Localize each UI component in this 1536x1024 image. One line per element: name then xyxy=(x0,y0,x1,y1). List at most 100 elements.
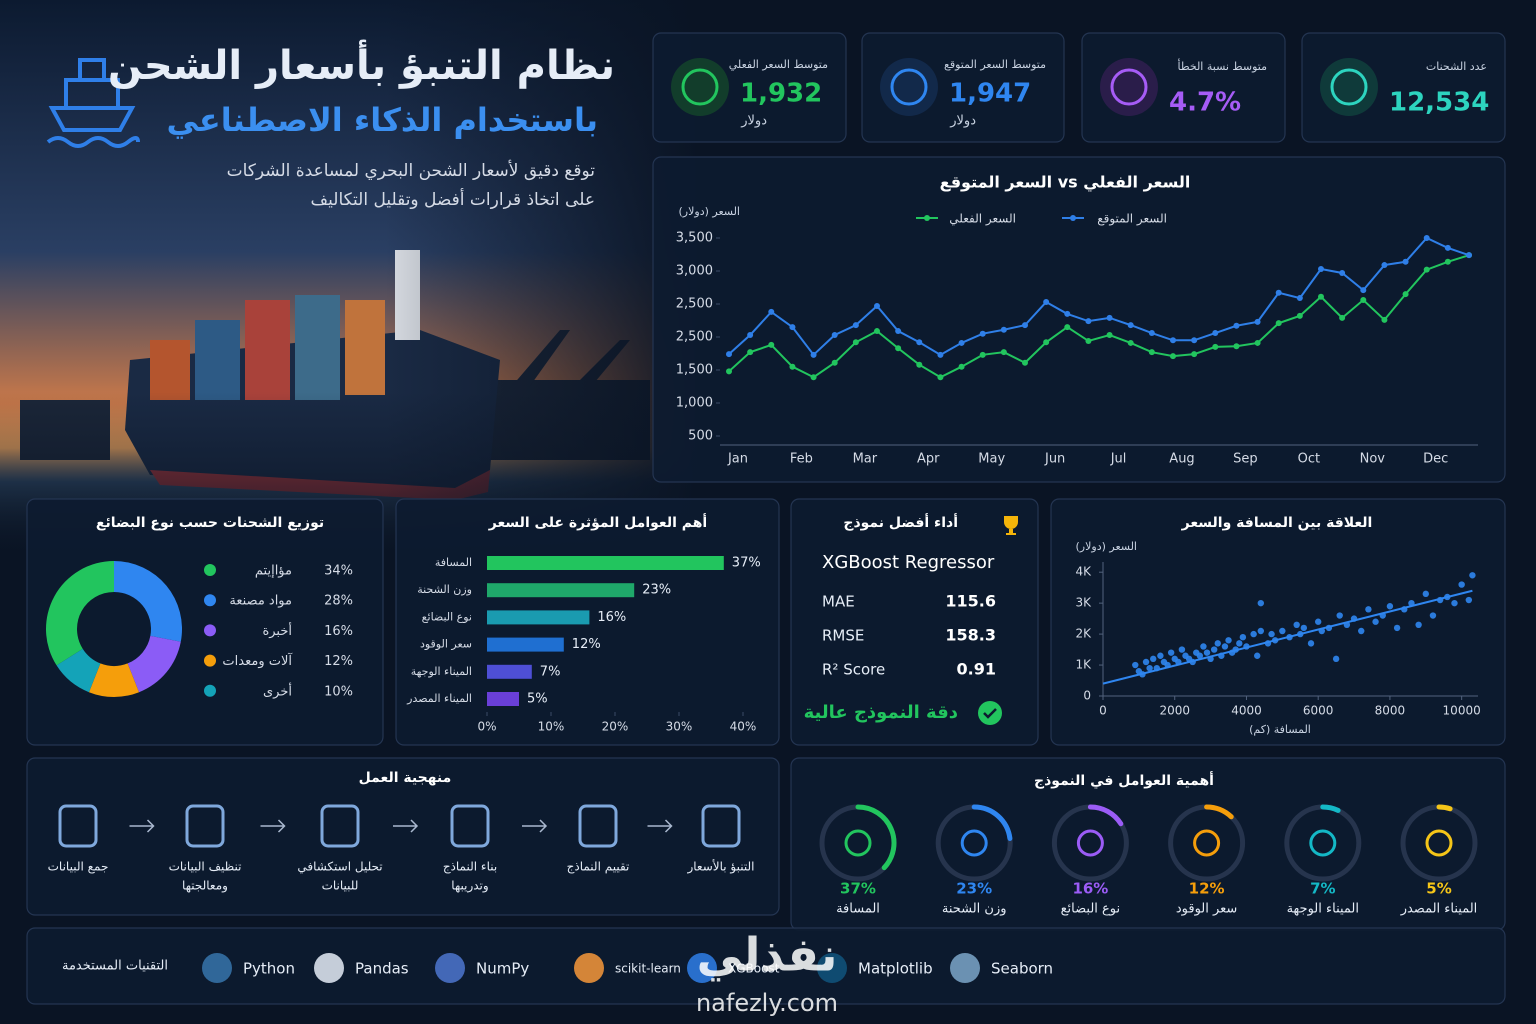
step-label: بناء النماذج xyxy=(443,860,497,874)
value-label: 12% xyxy=(572,637,601,652)
trend-line xyxy=(1102,589,1473,685)
logo-ship-icon xyxy=(46,58,140,148)
step-icon xyxy=(185,804,225,848)
scatter-point xyxy=(1458,581,1465,588)
x-tick-label: Jun xyxy=(1044,452,1065,467)
gauge-arc xyxy=(1320,804,1341,813)
scatter-point xyxy=(1372,618,1379,625)
legend-swatch xyxy=(204,684,216,697)
tech-name: Python xyxy=(243,960,295,978)
value-label: 12% xyxy=(324,654,353,669)
gauge-label: المسافة xyxy=(836,902,880,917)
scatter-point xyxy=(1167,649,1175,656)
y-tick-label: نوع البضائع xyxy=(422,610,472,623)
series-point xyxy=(747,332,754,339)
scatter-point xyxy=(1386,603,1394,610)
kpi-icon xyxy=(1320,58,1378,116)
x-tick-label: 30% xyxy=(666,720,693,734)
tech-name: Pandas xyxy=(355,960,409,978)
series-point xyxy=(1022,322,1028,329)
metric-value: 158.3 xyxy=(945,626,996,645)
x-tick-label: 0% xyxy=(477,720,496,734)
x-tick-label: Jan xyxy=(727,452,748,467)
step-label: وتدريبها xyxy=(451,879,488,894)
legend-swatch-dot xyxy=(1070,215,1076,221)
x-tick-label: Nov xyxy=(1360,452,1386,467)
value-label: 7% xyxy=(540,664,561,679)
tech-name: XGBoost xyxy=(728,962,780,976)
y-tick-label: 3,500 xyxy=(676,231,713,246)
series-point xyxy=(1085,318,1092,325)
scatter-point xyxy=(1268,630,1275,638)
y-tick-label: 3,000 xyxy=(676,264,713,279)
gauge-icon xyxy=(960,829,988,857)
scatter-point xyxy=(1142,658,1150,666)
series-point xyxy=(1212,330,1219,337)
model-name: XGBoost Regressor xyxy=(822,552,995,573)
step-icon xyxy=(58,804,98,848)
trophy-icon xyxy=(1004,516,1018,535)
step-arrow xyxy=(260,819,286,833)
description-line: على اتخاذ قرارات أفضل وتقليل التكاليف xyxy=(311,188,595,210)
series-point xyxy=(979,351,986,358)
series-point xyxy=(1127,339,1134,346)
bar xyxy=(487,556,724,570)
scatter-point xyxy=(1178,646,1186,653)
value-label: 23% xyxy=(956,880,992,898)
series-point xyxy=(1233,343,1240,350)
scatter-point xyxy=(1336,612,1343,619)
gauge-arc xyxy=(1204,804,1234,820)
y-tick-label: 1,500 xyxy=(676,363,713,378)
scatter-point xyxy=(1358,627,1365,635)
legend-label: أخرى xyxy=(263,682,292,699)
pie-slice xyxy=(127,635,181,693)
scatter-point xyxy=(1307,640,1315,647)
tech-logo xyxy=(314,953,344,983)
kpi-label: متوسط السعر الفعلي xyxy=(729,58,828,71)
scatter-point xyxy=(1203,649,1211,656)
series-point xyxy=(1170,353,1176,360)
series-point xyxy=(1381,316,1388,323)
bar xyxy=(487,637,564,652)
metric-value: 0.91 xyxy=(957,660,996,679)
series-point xyxy=(1444,244,1451,251)
kpi-icon xyxy=(880,58,938,116)
x-tick-label: 20% xyxy=(602,720,629,734)
scatter-point xyxy=(1225,637,1232,644)
series-point xyxy=(1360,297,1367,304)
y-tick-label: وزن الشحنة xyxy=(417,583,472,596)
gauge-label: الميناء المصدر xyxy=(1400,902,1478,917)
x-tick-label: 10% xyxy=(538,720,565,734)
tech-name: Matplotlib xyxy=(858,960,933,978)
y-tick-label: المسافة xyxy=(435,556,472,569)
series-point xyxy=(937,374,944,381)
series-line xyxy=(728,254,1470,379)
series-point xyxy=(1212,343,1219,350)
x-tick-label: 2000 xyxy=(1159,704,1190,718)
tech-logo xyxy=(817,953,847,983)
y-axis-title: السعر (دولار) xyxy=(1076,540,1137,553)
methodology-title: منهجية العمل xyxy=(359,770,452,786)
scatter-point xyxy=(1214,640,1221,647)
scatter-point xyxy=(1210,646,1218,653)
gauge-arc xyxy=(855,804,897,871)
legend-label: أخبرة xyxy=(262,622,292,639)
series-point xyxy=(1043,299,1050,306)
scatter-point xyxy=(1469,572,1476,579)
chart-title: توزيع الشحنات حسب نوع البضائع xyxy=(96,515,324,531)
step-icon xyxy=(578,804,618,848)
series-point xyxy=(1106,332,1113,339)
value-label: 16% xyxy=(324,624,353,639)
step-icon xyxy=(701,804,741,848)
scatter-point xyxy=(1293,621,1300,629)
scatter-point xyxy=(1239,633,1247,641)
series-point xyxy=(852,322,859,329)
x-tick-label: 10000 xyxy=(1443,704,1481,718)
kpi-icon xyxy=(671,58,729,116)
series-point xyxy=(1318,293,1324,300)
value-label: 16% xyxy=(597,610,626,625)
legend-label: السعر المتوقع xyxy=(1097,212,1167,227)
scatter-point xyxy=(1393,624,1401,632)
gauge-label: سعر الوقود xyxy=(1176,902,1237,917)
series-point xyxy=(916,361,923,368)
